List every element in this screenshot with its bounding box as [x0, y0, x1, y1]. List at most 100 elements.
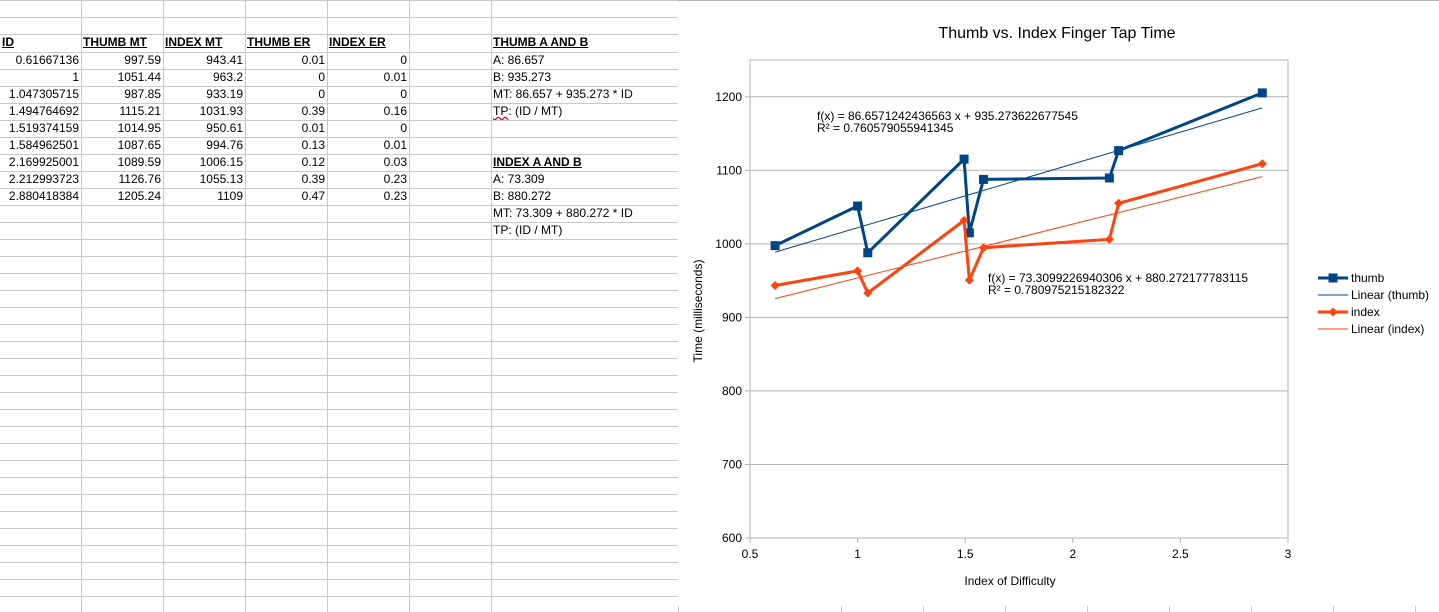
index-r-squared: R² = 0.780975215182322: [988, 283, 1125, 297]
table-cell[interactable]: 950.61: [206, 121, 243, 135]
row-gridline: [0, 307, 678, 308]
table-cell[interactable]: 2.880418384: [8, 189, 79, 203]
table-cell[interactable]: 963.2: [212, 70, 243, 84]
table-cell[interactable]: 1205.24: [117, 189, 161, 203]
data-point-thumb: [959, 154, 969, 164]
row-gridline: [0, 256, 678, 257]
table-cell[interactable]: 0.01: [383, 70, 407, 84]
column-gridline: [409, 0, 410, 612]
thumb-tp-formula[interactable]: TP: (ID / MT): [491, 103, 677, 120]
index-b-value[interactable]: B: 880.272: [493, 189, 552, 203]
data-point-index: [1104, 234, 1114, 244]
data-point-index: [853, 266, 863, 276]
x-tick-label: 1: [854, 547, 861, 561]
table-cell[interactable]: 2.169925001: [8, 155, 79, 169]
row-gridline: [0, 239, 678, 240]
row-gridline: [0, 273, 678, 274]
table-cell[interactable]: 0.16: [383, 104, 407, 118]
table-cell[interactable]: 987.85: [124, 87, 161, 101]
table-cell[interactable]: 0.39: [301, 104, 325, 118]
data-point-thumb: [863, 248, 873, 258]
thumb-mt-formula[interactable]: MT: 86.657 + 935.273 * ID: [493, 87, 633, 101]
table-cell[interactable]: 0: [400, 87, 407, 101]
data-point-index: [1257, 159, 1267, 169]
table-cell[interactable]: 0.23: [383, 189, 407, 203]
table-cell[interactable]: 0.47: [301, 189, 325, 203]
table-cell[interactable]: 1126.76: [118, 172, 162, 186]
index-ab-title[interactable]: INDEX A AND B: [493, 155, 582, 169]
y-tick-label: 1200: [715, 90, 742, 104]
table-cell[interactable]: 0: [318, 70, 325, 84]
y-tick-label: 800: [722, 384, 742, 398]
row-gridline: [0, 324, 678, 325]
table-cell[interactable]: 994.76: [206, 138, 243, 152]
table-cell[interactable]: 1.519374159: [8, 121, 79, 135]
table-cell[interactable]: 943.41: [206, 53, 243, 67]
thumb-a-value[interactable]: A: 86.657: [493, 53, 545, 67]
table-cell[interactable]: 0.01: [383, 138, 407, 152]
column-header-index-er[interactable]: INDEX ER: [329, 35, 386, 49]
table-cell[interactable]: 0.61667136: [15, 53, 79, 67]
table-cell[interactable]: 0.39: [301, 172, 325, 186]
table-cell[interactable]: 0: [400, 53, 407, 67]
column-header-id[interactable]: ID: [2, 35, 14, 49]
chart-area[interactable]: [678, 0, 1439, 612]
table-cell[interactable]: 997.59: [124, 53, 161, 67]
column-marker: [841, 606, 842, 612]
sheet-column-markers: [678, 606, 1439, 612]
table-cell[interactable]: 0.01: [301, 121, 325, 135]
table-cell[interactable]: 1109: [217, 189, 243, 203]
table-cell[interactable]: 0.13: [301, 138, 325, 152]
table-cell[interactable]: 1087.65: [117, 138, 161, 152]
index-equation: f(x) = 73.3099226940306 x + 880.27217778…: [988, 271, 1248, 285]
table-cell[interactable]: 1006.15: [199, 155, 243, 169]
x-tick-label: 2: [1069, 547, 1076, 561]
column-gridline: [81, 0, 82, 612]
index-mt-formula[interactable]: MT: 73.309 + 880.272 * ID: [493, 206, 633, 220]
table-cell[interactable]: 1.584962501: [8, 138, 79, 152]
table-cell[interactable]: 2.212993723: [8, 172, 79, 186]
column-marker: [1333, 606, 1334, 612]
legend-label: Linear (index): [1351, 322, 1424, 336]
column-header-thumb-er[interactable]: THUMB ER: [247, 35, 311, 49]
y-tick-label: 1000: [715, 237, 742, 251]
table-cell[interactable]: 0.12: [301, 155, 325, 169]
row-gridline: [0, 17, 678, 18]
table-cell[interactable]: 1.494764692: [8, 104, 79, 118]
row-gridline: [0, 392, 678, 393]
table-cell[interactable]: 1: [72, 70, 79, 84]
table-cell[interactable]: 1.047305715: [8, 87, 79, 101]
table-cell[interactable]: 0: [318, 87, 325, 101]
table-cell[interactable]: 1089.59: [117, 155, 161, 169]
index-tp-formula[interactable]: TP: (ID / MT): [493, 223, 563, 237]
table-cell[interactable]: 1055.13: [199, 172, 243, 186]
data-point-thumb: [1114, 146, 1124, 156]
table-cell[interactable]: 0: [400, 121, 407, 135]
data-point-thumb: [1257, 88, 1267, 98]
table-cell[interactable]: 0.01: [301, 53, 325, 67]
row-gridline: [0, 341, 678, 342]
row-gridline: [0, 545, 678, 546]
table-cell[interactable]: 0.23: [383, 172, 407, 186]
thumb-ab-title[interactable]: THUMB A AND B: [493, 35, 589, 49]
table-cell[interactable]: 1014.95: [117, 121, 161, 135]
table-cell[interactable]: 0.03: [383, 155, 407, 169]
data-point-index: [863, 288, 873, 298]
index-a-value[interactable]: A: 73.309: [493, 172, 545, 186]
table-cell[interactable]: 933.19: [206, 87, 243, 101]
column-gridline: [163, 0, 164, 612]
legend-marker-index: [1328, 307, 1338, 317]
thumb-tp-suffix: : (ID / MT): [508, 104, 563, 118]
chart-canvas[interactable]: Thumb vs. Index Finger Tap Time 600 700 80…: [678, 0, 1439, 612]
thumb-b-value[interactable]: B: 935.273: [493, 70, 552, 84]
column-header-thumb-mt[interactable]: THUMB MT: [83, 35, 147, 49]
x-tick-label: 2.5: [1172, 547, 1189, 561]
table-cell[interactable]: 1051.44: [117, 70, 161, 84]
plot-area: [749, 59, 1289, 539]
series: [770, 88, 1267, 298]
table-cell[interactable]: 1031.93: [199, 104, 243, 118]
column-gridline: [491, 0, 492, 612]
column-header-index-mt[interactable]: INDEX MT: [165, 35, 223, 49]
table-cell[interactable]: 1115.21: [119, 104, 161, 118]
